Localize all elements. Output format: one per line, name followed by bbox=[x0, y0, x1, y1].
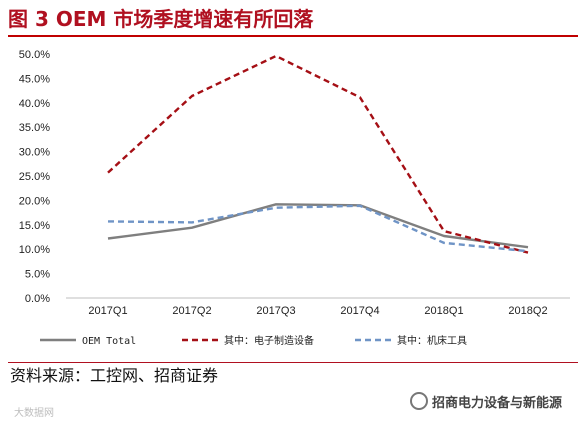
x-tick-label: 2017Q4 bbox=[340, 305, 379, 317]
source-note: 资料来源：工控网、招商证券 bbox=[10, 366, 219, 385]
y-tick-label: 10.0% bbox=[19, 244, 50, 256]
y-tick-label: 50.0% bbox=[19, 49, 50, 61]
series-line-2 bbox=[107, 54, 529, 254]
y-tick-label: 5.0% bbox=[25, 269, 50, 281]
y-tick-label: 15.0% bbox=[19, 220, 50, 232]
legend-label-1: OEM Total bbox=[82, 336, 136, 347]
y-tick-label: 25.0% bbox=[19, 171, 50, 183]
series-line-3 bbox=[107, 204, 529, 253]
line-chart: 0.0% 5.0% 10.0% 15.0% 20.0% 25.0% 30.0% 35.0% 40… bbox=[19, 49, 570, 347]
source-divider bbox=[8, 362, 578, 363]
y-tick-label: 0.0% bbox=[25, 293, 50, 305]
series-line-1 bbox=[107, 203, 529, 249]
x-tick-label: 2018Q2 bbox=[508, 305, 547, 317]
legend-label-2: 其中：电子制造设备 bbox=[224, 334, 314, 347]
watermark-left: 大数据网 bbox=[14, 408, 54, 419]
y-tick-label: 40.0% bbox=[19, 98, 50, 110]
watermark-right: 招商电力设备与新能源 bbox=[410, 392, 562, 414]
y-tick-label: 30.0% bbox=[19, 147, 50, 159]
figure-title: 图 3 OEM 市场季度增速有所回落 bbox=[8, 7, 314, 31]
title-divider bbox=[8, 35, 578, 37]
x-tick-label: 2018Q1 bbox=[424, 305, 463, 317]
x-tick-label: 2017Q1 bbox=[88, 305, 127, 317]
legend: OEM Total 其中：电子制造设备 其中：机床工具 bbox=[40, 334, 467, 347]
y-tick-label: 20.0% bbox=[19, 195, 50, 207]
y-axis-labels: 0.0% 5.0% 10.0% 15.0% 20.0% 25.0% 30.0% 35.0% 40… bbox=[19, 49, 50, 305]
x-tick-label: 2017Q2 bbox=[172, 305, 211, 317]
x-axis-labels: 2017Q1 2017Q2 2017Q3 2017Q4 2018Q1 2018Q2 bbox=[88, 305, 547, 317]
y-tick-label: 35.0% bbox=[19, 122, 50, 134]
series-lines bbox=[107, 54, 529, 254]
x-tick-label: 2017Q3 bbox=[256, 305, 295, 317]
wechat-icon bbox=[410, 392, 428, 410]
y-tick-label: 45.0% bbox=[19, 73, 50, 85]
legend-label-3: 其中：机床工具 bbox=[397, 334, 467, 347]
watermark-right-label: 招商电力设备与新能源 bbox=[432, 396, 563, 411]
